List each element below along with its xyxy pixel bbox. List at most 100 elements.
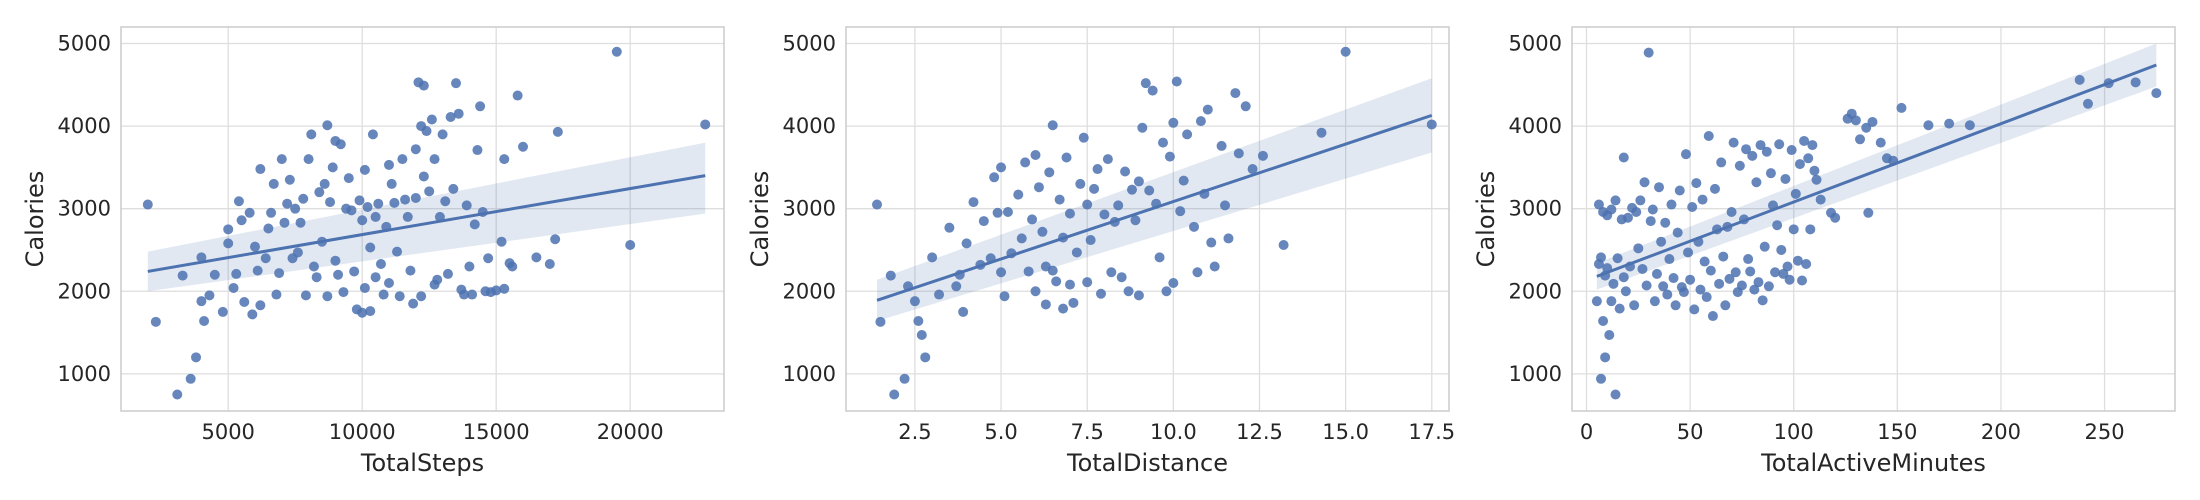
data-point: [1102, 154, 1113, 165]
data-point: [416, 291, 427, 302]
data-point: [349, 266, 360, 277]
data-point: [1614, 303, 1625, 314]
data-point: [1643, 47, 1654, 58]
data-point: [1223, 233, 1234, 244]
data-point: [1751, 177, 1762, 188]
data-point: [1718, 251, 1729, 262]
data-point: [1608, 278, 1619, 289]
data-point: [499, 154, 510, 165]
data-point: [1726, 206, 1737, 217]
data-point: [429, 154, 440, 165]
data-point: [392, 246, 403, 257]
data-point: [1085, 235, 1096, 246]
data-point: [916, 330, 927, 341]
data-point: [1867, 116, 1878, 127]
data-point: [1612, 253, 1623, 264]
data-point: [1807, 140, 1818, 151]
data-point: [1147, 85, 1158, 96]
data-point: [1426, 119, 1437, 130]
data-point: [978, 216, 989, 227]
data-point: [1703, 131, 1714, 142]
data-point: [322, 120, 333, 131]
data-point: [1647, 204, 1658, 215]
y-tick-label: 4000: [783, 114, 836, 138]
data-point: [1071, 247, 1082, 258]
data-point: [354, 195, 365, 206]
data-point: [1759, 241, 1770, 252]
data-point: [459, 289, 470, 300]
data-point: [1805, 224, 1816, 235]
data-point: [1683, 247, 1694, 258]
data-point: [402, 211, 413, 222]
data-point: [271, 289, 282, 300]
data-point: [453, 108, 464, 119]
data-point: [260, 253, 271, 264]
data-point: [1082, 199, 1093, 210]
data-point: [920, 352, 931, 363]
data-point: [1591, 296, 1602, 307]
data-point: [367, 129, 378, 140]
data-point: [1797, 275, 1808, 286]
data-point: [1257, 150, 1268, 161]
chart-distance-vs-calories: 2.5 5.0 7.5 10.0 12.5 15.0 17.5 1000 2000 3000 400…: [746, 26, 1455, 477]
data-point: [1126, 184, 1137, 195]
data-point: [1120, 166, 1131, 177]
data-point: [1051, 276, 1062, 287]
x-tick-label: 100: [1774, 420, 1814, 444]
data-point: [276, 154, 287, 165]
data-point: [311, 272, 322, 283]
data-point: [1140, 78, 1151, 89]
data-point: [397, 154, 408, 165]
data-point: [1701, 292, 1712, 303]
data-point: [303, 154, 314, 165]
data-point: [875, 316, 886, 327]
data-point: [1002, 206, 1013, 217]
data-point: [1770, 267, 1781, 278]
data-point: [1641, 280, 1652, 291]
plot-frame: [1571, 26, 2176, 412]
regression-line: [876, 113, 1433, 302]
data-point: [1047, 265, 1058, 276]
y-tick-label: 2000: [783, 279, 836, 303]
data-point: [295, 217, 306, 228]
y-axis-label: Calories: [21, 171, 49, 268]
data-point: [531, 252, 542, 263]
data-point: [1604, 330, 1615, 341]
data-point: [1171, 76, 1182, 87]
data-point: [338, 287, 349, 298]
data-point: [625, 240, 636, 251]
data-point: [483, 253, 494, 264]
data-point: [1178, 175, 1189, 186]
chart-steps-vs-calories: 5000 10000 15000 20000 1000 2000 3000 4000 5000 T…: [21, 26, 725, 477]
data-point: [233, 196, 244, 207]
data-point: [1209, 261, 1220, 272]
regression-line: [147, 174, 706, 273]
data-point: [1033, 182, 1044, 193]
data-point: [1664, 254, 1675, 265]
data-point: [1216, 140, 1227, 151]
data-point: [475, 101, 486, 112]
data-point: [298, 193, 309, 204]
data-point: [1189, 221, 1200, 232]
data-point: [1923, 120, 1934, 131]
data-point: [172, 389, 183, 400]
data-point: [491, 285, 502, 296]
chart-active-minutes-vs-calories: 0 50 100 150 200 250 1000 2000 3000 4000 5000 Total…: [1472, 26, 2176, 477]
data-point: [1745, 266, 1756, 277]
data-point: [1631, 206, 1642, 217]
x-tick-label: 50: [1677, 420, 1704, 444]
data-point: [394, 291, 405, 302]
data-point: [432, 274, 443, 285]
y-tick-label: 2000: [58, 279, 111, 303]
data-point: [306, 129, 317, 140]
data-point: [266, 207, 277, 218]
data-point: [1736, 280, 1747, 291]
data-point: [142, 199, 153, 210]
y-tick-label: 1000: [1509, 362, 1562, 386]
data-point: [1672, 227, 1683, 238]
data-point: [961, 238, 972, 249]
data-point: [1741, 144, 1752, 155]
y-tick-label: 1000: [58, 362, 111, 386]
data-point: [1691, 178, 1702, 189]
